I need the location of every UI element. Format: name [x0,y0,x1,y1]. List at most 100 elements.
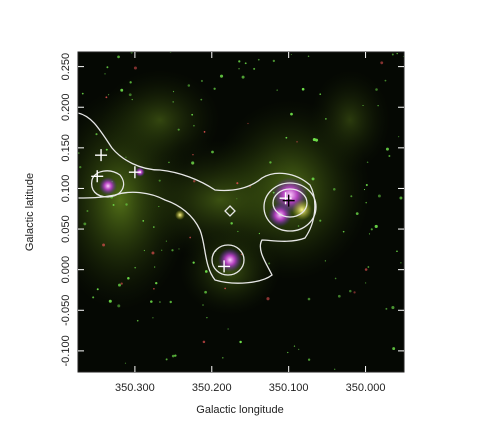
star [124,362,127,364]
y-axis-title: Galactic latitude [24,173,36,251]
source-cross [282,194,295,207]
source-cross [128,166,141,179]
star [396,250,398,253]
star [92,296,95,299]
star [391,53,394,56]
star [81,92,84,95]
star [105,148,108,151]
star [202,340,206,344]
source-cross [95,149,108,162]
star [117,55,120,59]
star [334,368,336,370]
star [239,340,242,344]
star [319,219,322,222]
star [362,104,364,106]
star [125,203,128,206]
star [95,133,98,136]
star [247,122,249,125]
x-tick-label: 350.300 [115,382,155,394]
star [287,351,289,354]
star [171,354,175,358]
star [253,67,256,70]
sky-image [78,52,404,372]
star [171,249,174,252]
star [367,266,370,268]
star [268,262,271,265]
star [120,282,123,285]
star [307,297,311,301]
star [258,232,261,235]
star [269,161,272,164]
star [203,131,206,133]
star [136,319,139,322]
star [266,297,270,301]
star [301,87,305,91]
star [172,101,174,103]
star [222,357,224,359]
star [285,136,288,139]
star [106,66,109,69]
star [399,196,403,200]
star [365,201,367,204]
star [349,289,352,293]
y-tick-label: 0.200 [60,93,72,121]
star [377,104,379,107]
star [342,230,345,233]
star [213,87,216,90]
star [355,212,359,215]
source-cross [279,192,292,205]
star [236,198,238,200]
source-markers [91,149,295,273]
star [236,182,239,185]
star [272,59,276,63]
star [200,98,203,101]
star [391,306,395,310]
star [172,90,175,93]
star [237,230,239,233]
star [191,161,195,165]
star [364,268,368,271]
star [202,304,204,306]
x-tick-label: 350.100 [269,382,309,394]
star [165,240,167,242]
star [134,266,137,269]
star [204,290,207,294]
star [86,210,89,213]
x-tick-label: 350.200 [192,382,232,394]
star [374,224,378,229]
star [324,117,327,120]
star [158,205,160,208]
star [375,88,378,91]
star [307,55,310,58]
star [161,249,163,251]
star [241,75,245,79]
star [102,243,105,247]
star [249,186,251,188]
star [118,283,121,287]
star [377,194,381,198]
star [365,282,367,284]
star [104,73,106,75]
star [276,89,278,91]
star [380,61,384,65]
y-tick-label: -0.050 [60,295,72,326]
star [178,248,180,250]
y-tick-label: -0.100 [60,335,72,366]
star [370,228,373,231]
star [151,251,155,255]
star [388,154,391,157]
star [385,307,388,310]
star [128,93,132,97]
star [159,301,161,303]
star [311,177,315,181]
plot-frame [77,51,405,373]
star [193,124,195,127]
star [150,300,153,303]
star [174,354,177,357]
x-tick-label: 350.000 [346,382,386,394]
star [324,260,327,262]
star [131,98,133,101]
y-tick-label: 0.100 [60,175,72,203]
star [153,266,156,268]
